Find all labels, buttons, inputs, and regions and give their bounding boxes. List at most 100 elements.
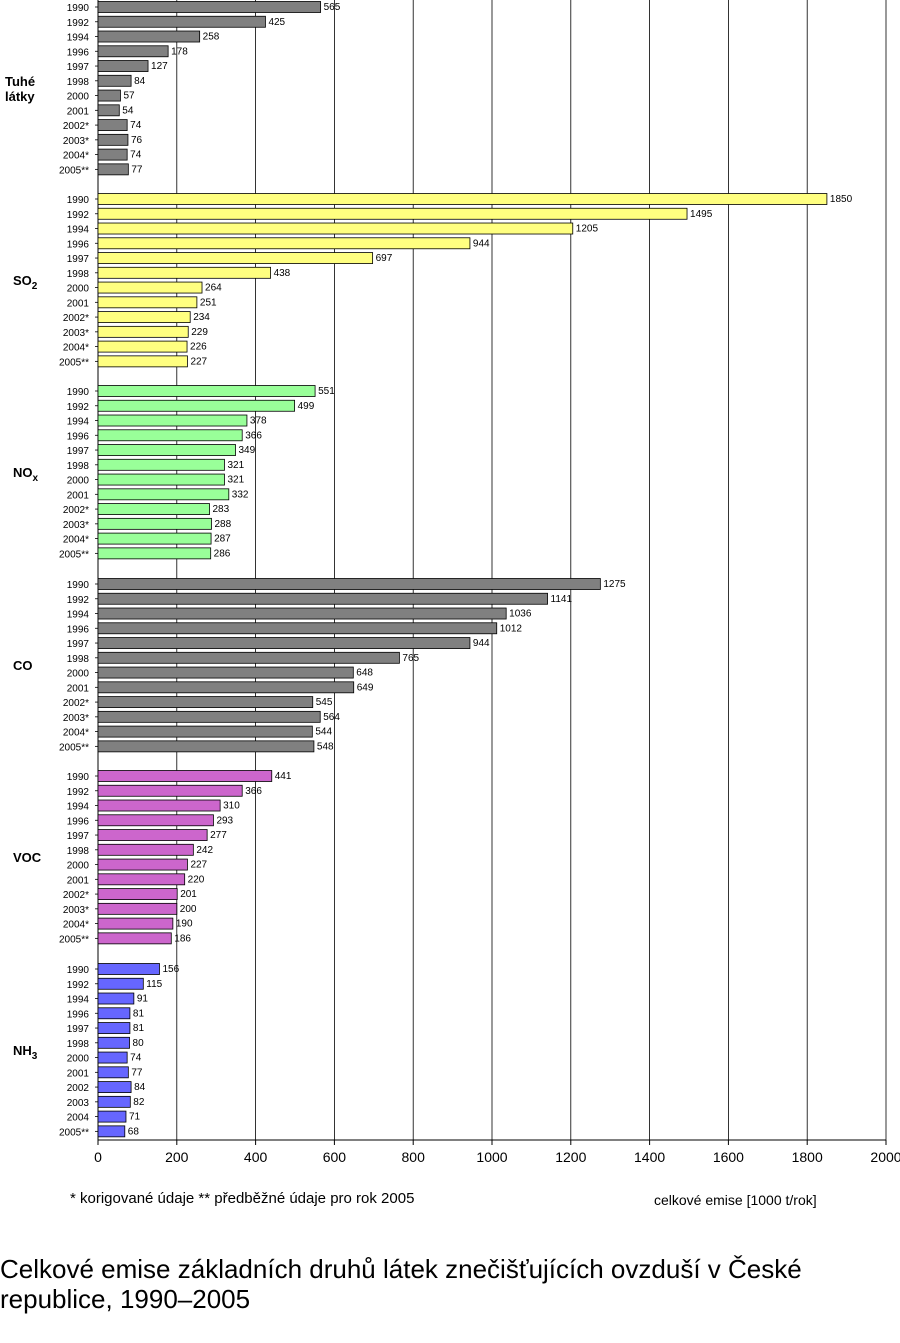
- data-label: 264: [205, 283, 222, 294]
- x-axis-label: celkové emise [1000 t/rok]: [654, 1192, 817, 1208]
- bar: [97, 829, 208, 841]
- bar: [97, 902, 178, 915]
- bar: [97, 1022, 131, 1034]
- year-label: 2005**: [59, 934, 89, 945]
- bar: [97, 45, 169, 58]
- bar: [97, 888, 178, 900]
- year-label: 2003*: [63, 905, 89, 916]
- year-label: 2002*: [63, 890, 89, 901]
- year-label: 1994: [67, 995, 90, 1006]
- year-label: 1997: [67, 254, 90, 265]
- bar: [97, 414, 248, 427]
- bar: [97, 488, 230, 501]
- data-label: 1495: [690, 209, 713, 220]
- data-label: 1205: [576, 224, 599, 235]
- year-label: 2004*: [63, 535, 89, 546]
- bar: [97, 355, 188, 368]
- bar: [97, 1051, 128, 1064]
- bar: [97, 1007, 131, 1020]
- year-label: 1990: [67, 195, 90, 206]
- data-label: 57: [123, 91, 135, 102]
- bar: [97, 1, 322, 13]
- bar: [97, 119, 128, 131]
- bar: [97, 578, 601, 590]
- year-label: 1990: [67, 965, 90, 976]
- data-label: 115: [146, 979, 162, 990]
- data-label: 77: [131, 1067, 143, 1078]
- bar: [97, 30, 201, 43]
- bar: [97, 681, 355, 694]
- year-label: 1997: [67, 831, 90, 842]
- bar: [97, 622, 498, 635]
- group-label: Tuhé: [5, 74, 35, 89]
- data-label: 229: [191, 327, 208, 338]
- year-label: 1998: [67, 1039, 90, 1050]
- bar: [97, 843, 194, 856]
- data-label: 564: [323, 712, 340, 723]
- bar: [97, 873, 186, 886]
- year-label: 2000: [67, 669, 90, 680]
- year-label: 2004*: [63, 728, 89, 739]
- year-label: 2004*: [63, 343, 89, 354]
- year-label: 1994: [67, 417, 90, 428]
- year-label: 1990: [67, 772, 90, 783]
- data-label: 71: [129, 1112, 141, 1123]
- year-label: 1997: [67, 62, 90, 73]
- year-label: 1990: [67, 387, 90, 398]
- data-label: 286: [214, 548, 231, 559]
- bar: [97, 740, 315, 753]
- bar: [97, 1081, 132, 1093]
- data-label: 190: [176, 919, 193, 930]
- group-label: látky: [5, 89, 35, 104]
- data-label: 127: [151, 61, 168, 72]
- data-label: 366: [245, 786, 262, 797]
- data-label: 84: [134, 76, 146, 87]
- data-label: 545: [316, 697, 333, 708]
- year-label: 2002: [67, 1083, 90, 1094]
- data-label: 227: [190, 356, 207, 367]
- bar: [97, 207, 688, 220]
- bar: [97, 340, 188, 353]
- data-label: 310: [223, 801, 240, 812]
- bar: [97, 296, 198, 309]
- data-label: 1141: [551, 594, 573, 605]
- bar: [97, 637, 471, 649]
- data-label: 425: [268, 17, 285, 28]
- bar: [97, 799, 221, 812]
- data-label: 81: [133, 1023, 145, 1034]
- x-tick-label: 1000: [476, 1149, 507, 1165]
- figure-caption: Celkové emise základních druhů látek zne…: [0, 1254, 802, 1314]
- year-label: 1994: [67, 802, 90, 813]
- year-label: 2000: [67, 861, 90, 872]
- year-label: 2001: [67, 683, 90, 694]
- x-tick-label: 600: [323, 1149, 347, 1165]
- year-label: 1992: [67, 210, 90, 221]
- bar: [97, 503, 210, 515]
- year-label: 2005**: [59, 1127, 89, 1138]
- emissions-bar-chart: 0 200 400 600 800 1000 1200 1400 1600 1800 2000 199…: [5, 0, 900, 1165]
- bar: [97, 710, 321, 723]
- bar: [97, 607, 507, 620]
- year-label: 2005**: [59, 549, 89, 560]
- year-label: 2000: [67, 284, 90, 295]
- bar: [97, 237, 471, 250]
- bar: [97, 1110, 127, 1123]
- year-label: 1997: [67, 639, 90, 650]
- year-label: 2004: [67, 1113, 90, 1124]
- bar: [97, 193, 828, 205]
- data-label: 178: [171, 46, 188, 57]
- data-label: 226: [190, 342, 207, 353]
- data-label: 649: [357, 682, 374, 693]
- data-label: 321: [227, 460, 244, 471]
- data-label: 441: [275, 771, 292, 782]
- bar: [97, 104, 120, 117]
- year-label: 1998: [67, 269, 90, 280]
- bar: [97, 266, 271, 279]
- year-label: 2000: [67, 476, 90, 487]
- year-label: 1994: [67, 610, 90, 621]
- bar: [97, 148, 128, 161]
- year-label: 2001: [67, 1068, 90, 1079]
- year-label: 2001: [67, 875, 90, 886]
- data-label: 1036: [509, 609, 532, 620]
- data-label: 765: [402, 653, 419, 664]
